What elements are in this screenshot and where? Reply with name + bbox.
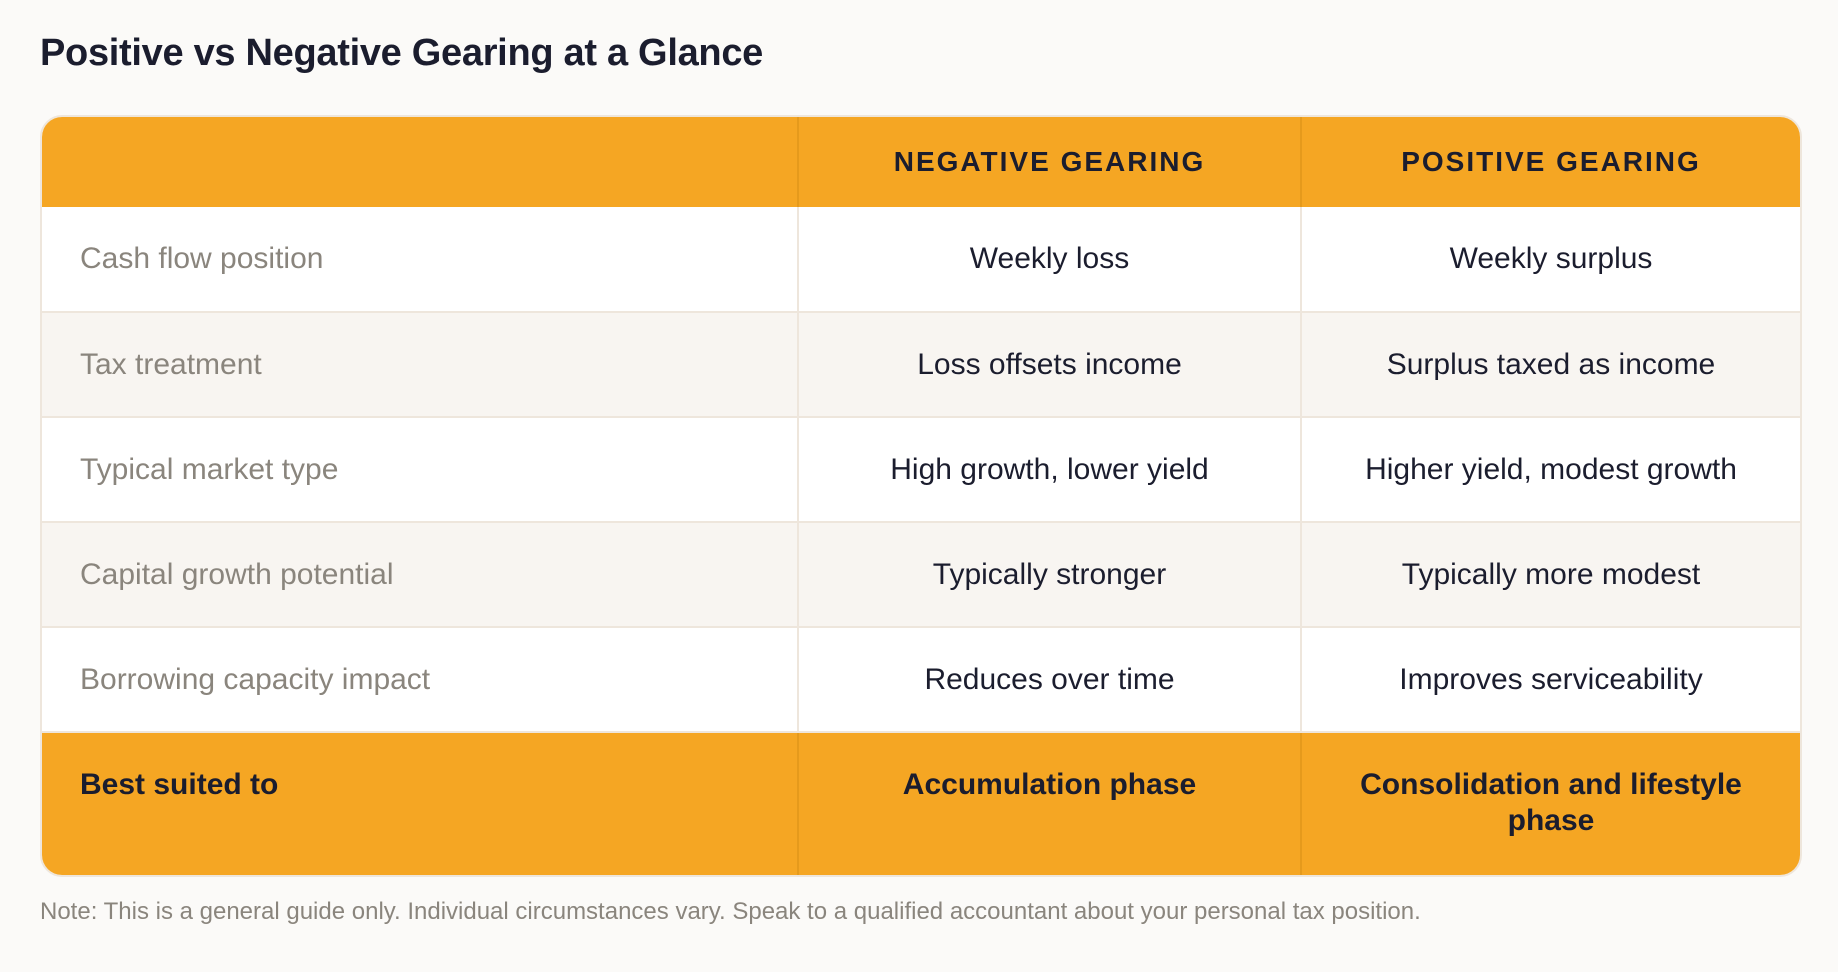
- positive-gearing-cell: Surplus taxed as income: [1301, 312, 1800, 418]
- table-body: Cash flow position Weekly loss Weekly su…: [42, 207, 1800, 875]
- best-suited-row: Best suited to Accumulation phase Consol…: [42, 731, 1800, 875]
- header-row: NEGATIVE GEARING POSITIVE GEARING: [42, 117, 1800, 207]
- best-suited-negative: Accumulation phase: [798, 731, 1302, 875]
- row-label: Cash flow position: [42, 207, 799, 313]
- table-row: Typical market type High growth, lower y…: [42, 417, 1800, 523]
- table-row: Borrowing capacity impact Reduces over t…: [42, 627, 1800, 733]
- table-header: NEGATIVE GEARING POSITIVE GEARING: [42, 117, 1800, 207]
- header-positive-gearing: POSITIVE GEARING: [1301, 117, 1800, 207]
- positive-gearing-cell: Weekly surplus: [1301, 207, 1800, 313]
- positive-gearing-cell: Higher yield, modest growth: [1301, 417, 1800, 523]
- negative-gearing-cell: High growth, lower yield: [798, 417, 1302, 523]
- table-row: Tax treatment Loss offsets income Surplu…: [42, 312, 1800, 418]
- disclaimer-note: Note: This is a general guide only. Indi…: [40, 898, 1421, 925]
- page-title: Positive vs Negative Gearing at a Glance: [40, 32, 763, 74]
- comparison-table-card: NEGATIVE GEARING POSITIVE GEARING Cash f…: [40, 115, 1802, 877]
- best-suited-positive: Consolidation and lifestyle phase: [1301, 731, 1800, 875]
- positive-gearing-cell: Improves serviceability: [1301, 627, 1800, 733]
- header-empty-cell: [42, 117, 799, 207]
- header-negative-gearing: NEGATIVE GEARING: [798, 117, 1302, 207]
- row-label: Borrowing capacity impact: [42, 627, 799, 733]
- negative-gearing-cell: Reduces over time: [798, 627, 1302, 733]
- best-suited-label: Best suited to: [42, 731, 799, 875]
- row-label: Capital growth potential: [42, 522, 799, 628]
- positive-gearing-cell: Typically more modest: [1301, 522, 1800, 628]
- negative-gearing-cell: Typically stronger: [798, 522, 1302, 628]
- row-label: Tax treatment: [42, 312, 799, 418]
- negative-gearing-cell: Loss offsets income: [798, 312, 1302, 418]
- row-label: Typical market type: [42, 417, 799, 523]
- comparison-table: NEGATIVE GEARING POSITIVE GEARING Cash f…: [42, 117, 1800, 875]
- table-row: Cash flow position Weekly loss Weekly su…: [42, 207, 1800, 313]
- table-row: Capital growth potential Typically stron…: [42, 522, 1800, 628]
- negative-gearing-cell: Weekly loss: [798, 207, 1302, 313]
